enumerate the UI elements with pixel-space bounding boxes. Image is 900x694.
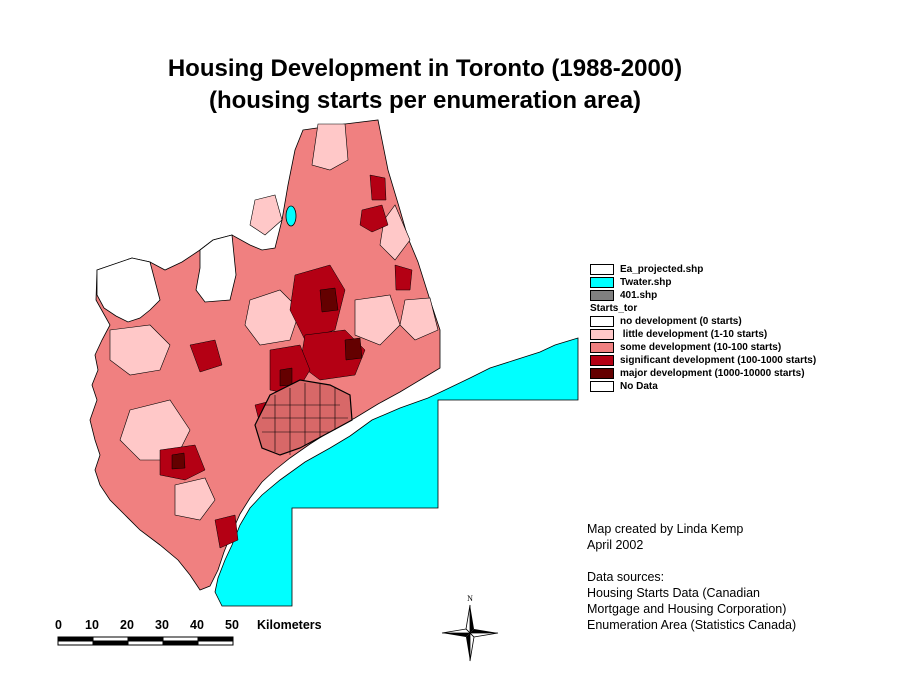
scale-tick-label: 20 [120,618,134,632]
legend-item-class: major development (1000-10000 starts) [590,367,816,380]
credit-line: Housing Starts Data (Canadian [587,586,761,600]
credit-line: Mortgage and Housing Corporation) [587,602,787,616]
credit-line: April 2002 [587,538,644,552]
scale-tick-label: 30 [155,618,169,632]
scale-tick-label: 50 [225,618,239,632]
legend-item-layer: 401.shp [590,289,816,302]
legend-swatch [590,368,614,379]
north-arrow [441,604,499,662]
north-arrow-label: N [467,594,473,603]
legend-item-class: some development (10-100 starts) [590,341,816,354]
legend-swatch [590,329,614,340]
map-title: Housing Development in Toronto (1988-200… [167,55,683,82]
legend-label: major development (1000-10000 starts) [620,368,805,379]
inland-lake [285,205,297,227]
legend-item-class: little development (1-10 starts) [590,328,816,341]
legend-label: Twater.shp [620,277,672,288]
legend-swatch [590,342,614,353]
legend-label: 401.shp [620,290,658,301]
legend-label: no development (0 starts) [620,316,742,327]
legend-item-class: no development (0 starts) [590,315,816,328]
legend-field-name: Starts_tor [590,303,638,314]
legend-swatch [590,381,614,392]
legend-item-layer: Ea_projected.shp [590,263,816,276]
credit-line: Data sources: [587,570,665,584]
major-development-areas [171,287,363,470]
credit-line: Enumeration Area (Statistics Canada) [587,618,797,632]
no-development-north [195,234,237,303]
credit-line: Map created by Linda Kemp [587,522,744,536]
legend-swatch [590,355,614,366]
scale-tick-label: 40 [190,618,204,632]
map-legend: Ea_projected.shp Twater.shp 401.shp Star… [590,263,816,393]
legend-label: significant development (100-1000 starts… [620,355,817,366]
legend-swatch [590,316,614,327]
legend-swatch [590,277,614,288]
scale-bar-graphic [57,636,234,646]
legend-swatch [590,290,614,301]
map-credits: Map created by Linda Kemp April 2002 Dat… [587,521,796,633]
credit-line [587,553,796,569]
map-subtitle: (housing starts per enumeration area) [208,87,642,114]
little-development-areas [109,123,439,521]
scale-tick-label: 0 [55,618,62,632]
legend-label: little development (1-10 starts) [620,329,768,340]
legend-swatch [590,264,614,275]
lake-ontario-water [214,337,579,607]
legend-label: Ea_projected.shp [620,264,704,275]
no-development-northwest [96,257,161,323]
legend-item-layer: Twater.shp [590,276,816,289]
scale-tick-label: 10 [85,618,99,632]
legend-item-class: No Data [590,380,816,393]
scale-unit-label: Kilometers [257,618,322,632]
legend-item-class: significant development (100-1000 starts… [590,354,816,367]
legend-label: some development (10-100 starts) [620,342,782,353]
downtown-grid-lines [262,383,348,455]
legend-label: No Data [620,381,658,392]
